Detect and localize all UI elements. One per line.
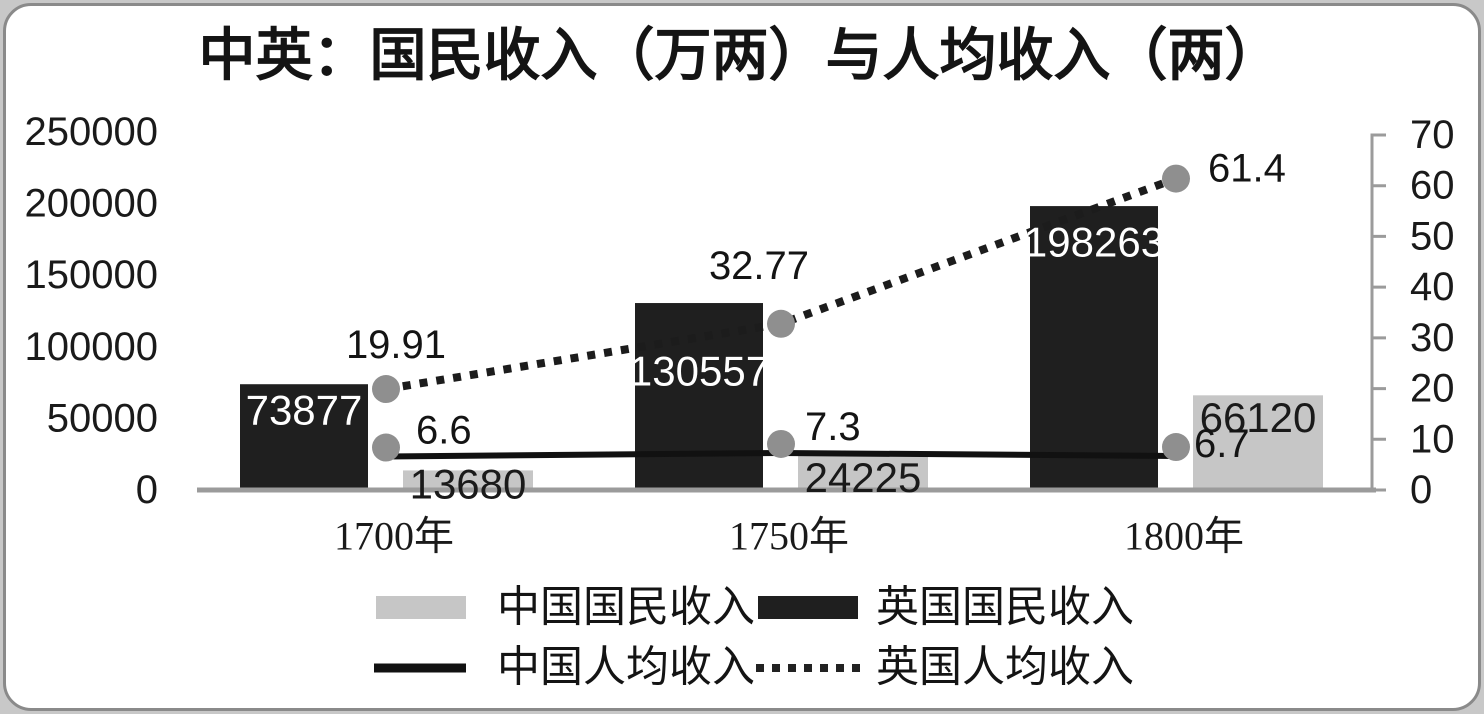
right-axis-tick-label: 20 — [1410, 367, 1455, 411]
point-value-label: 19.91 — [346, 323, 446, 367]
right-axis-tick-label: 40 — [1410, 265, 1455, 309]
x-axis-category-label: 1800年 — [1124, 514, 1244, 559]
axes-group: 250000 200000 150000 100000 50000 0 70 60 50 40 30… — [25, 110, 1455, 559]
left-axis-tick-label: 200000 — [25, 182, 158, 226]
legend-label: 中国国民收入 — [497, 585, 755, 632]
right-axis-tick-label: 50 — [1410, 214, 1455, 258]
uk-line-marker — [1162, 164, 1190, 193]
bar-value-label: 13680 — [410, 461, 527, 508]
bar-value-label: 24225 — [805, 454, 922, 501]
point-value-label: 7.3 — [805, 405, 861, 449]
point-value-label: 61.4 — [1208, 147, 1286, 191]
right-axis-tick-label: 30 — [1410, 316, 1455, 360]
chart-title: 中英：国民收入（万两）与人均收入（两） — [199, 25, 1282, 88]
bar-china-national-income — [403, 470, 533, 490]
right-axis-line — [1370, 133, 1386, 492]
bar-value-label: 73877 — [246, 387, 363, 434]
markers-group — [372, 164, 1190, 462]
data-labels-group: 73877 13680 130557 24225 198263 66120 19.91 32.… — [246, 147, 1317, 508]
bar-value-label: 66120 — [1200, 394, 1317, 441]
legend-swatch-bar — [376, 596, 466, 619]
right-axis-tick-label: 60 — [1410, 164, 1455, 208]
left-axis-tick-label: 150000 — [25, 253, 158, 297]
left-axis-tick-label: 0 — [136, 468, 158, 512]
bar-china-national-income — [1193, 395, 1323, 490]
uk-line-marker — [372, 375, 400, 404]
legend-swatch-bar — [758, 596, 858, 619]
left-axis-tick-label: 100000 — [25, 325, 158, 369]
right-axis-tick-label: 10 — [1410, 417, 1455, 461]
right-axis-tick-label: 70 — [1410, 113, 1455, 157]
bar-value-label: 130557 — [629, 348, 769, 395]
left-axis-tick-label: 50000 — [47, 396, 158, 440]
left-axis-tick-label: 250000 — [25, 110, 158, 154]
china-line-marker — [1162, 433, 1190, 462]
bar-china-national-income — [798, 455, 928, 490]
china-line-marker — [767, 429, 795, 458]
legend-label: 英国国民收入 — [876, 585, 1134, 632]
x-axis-category-label: 1700年 — [334, 514, 454, 559]
uk-per-capita-line — [385, 174, 1178, 393]
point-value-label: 6.7 — [1194, 422, 1250, 466]
point-value-label: 32.77 — [709, 244, 809, 288]
x-axis-category-label: 1750年 — [729, 514, 849, 559]
right-axis-tick-label: 0 — [1410, 468, 1432, 512]
legend-label: 中国人均收入 — [497, 645, 755, 692]
legend-label: 英国人均收入 — [876, 645, 1134, 692]
bar-value-label: 198263 — [1024, 219, 1164, 266]
uk-line-marker — [767, 309, 795, 338]
bar-uk-national-income — [1030, 206, 1158, 490]
point-value-label: 6.6 — [416, 409, 472, 453]
bar-uk-national-income — [240, 384, 368, 490]
china-line-marker — [372, 433, 400, 462]
